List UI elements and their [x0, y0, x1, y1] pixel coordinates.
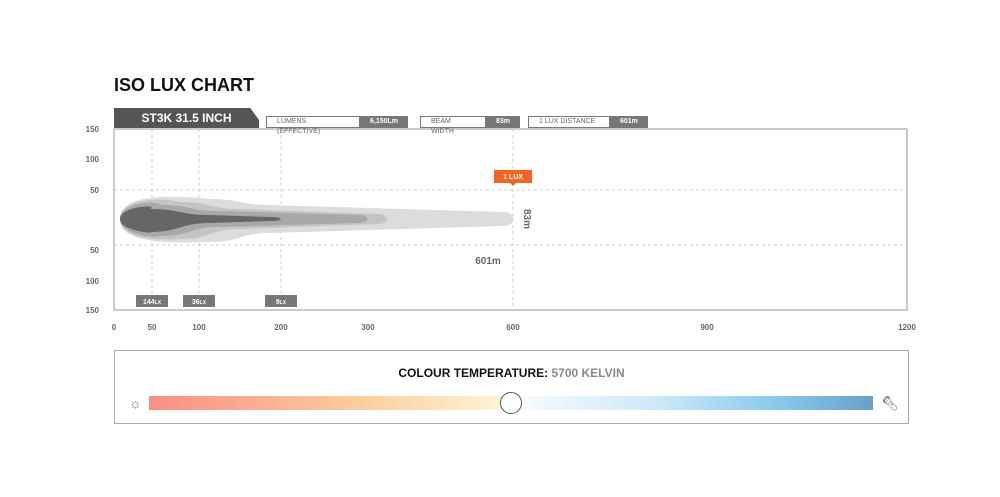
stat-beam-width: BEAM WIDTH 83m: [420, 116, 521, 135]
stat-value: 83m: [486, 116, 521, 128]
y-tick-label: 50: [90, 186, 99, 195]
y-tick-label: 100: [86, 155, 100, 164]
page-title: ISO LUX CHART: [114, 75, 255, 95]
lux-label-bg: [136, 295, 168, 307]
stat-lumens: LUMENS (EFFECTIVE) 6,150Lm: [266, 116, 409, 135]
lux-label-bg: [183, 295, 215, 307]
y-tick-label: 150: [86, 125, 100, 134]
sun-icon: ☼: [129, 395, 142, 411]
ct-label: COLOUR TEMPERATURE:: [398, 366, 549, 380]
x-tick-label: 100: [192, 323, 206, 332]
colour-temperature-title: COLOUR TEMPERATURE: 5700 KELVIN: [115, 366, 908, 380]
colour-temperature-panel: COLOUR TEMPERATURE: 5700 KELVIN ☼ 🔦︎: [114, 350, 909, 424]
x-tick-label: 300: [361, 323, 375, 332]
stat-label: LUMENS (EFFECTIVE): [266, 116, 360, 135]
x-tick-label: 900: [700, 323, 714, 332]
y-tick-label: 100: [86, 277, 100, 286]
x-tick-label: 50: [148, 323, 157, 332]
stat-lux-distance: 1 LUX DISTANCE 601m: [528, 116, 648, 128]
ct-value: 5700 KELVIN: [551, 366, 625, 380]
plot-frame: [113, 128, 908, 311]
x-tick-label: 0: [112, 323, 117, 332]
flashlight-icon: 🔦︎: [881, 395, 899, 411]
x-tick-label: 1200: [898, 323, 916, 332]
colour-temperature-knob[interactable]: [500, 392, 522, 414]
lux-label: 9LX: [276, 299, 287, 306]
stat-label: BEAM WIDTH: [420, 116, 486, 135]
y-tick-label: 50: [90, 246, 99, 255]
stat-value: 601m: [610, 116, 648, 128]
distance-label: 601m: [475, 256, 501, 267]
stat-label: 1 LUX DISTANCE: [528, 116, 610, 128]
one-lux-marker-label: 1 LUX: [503, 174, 523, 181]
x-tick-label: 600: [506, 323, 520, 332]
lux-label: 144LX: [143, 299, 162, 306]
y-tick-label: 150: [86, 306, 100, 315]
lux-label-bg: [265, 295, 297, 307]
lux-label: 36LX: [192, 299, 207, 306]
product-tab: ST3K 31.5 INCH: [114, 108, 259, 128]
isolux-contour-144-lux: [120, 206, 281, 233]
stat-value: 6,150Lm: [360, 116, 409, 128]
beam-width-label: 83m: [521, 209, 532, 229]
isolux-chart: 0 50 100 200 300 600 900 1200 150 100 50 50 100 150 14…: [86, 125, 917, 332]
x-tick-label: 200: [274, 323, 288, 332]
one-lux-marker: [494, 170, 532, 186]
